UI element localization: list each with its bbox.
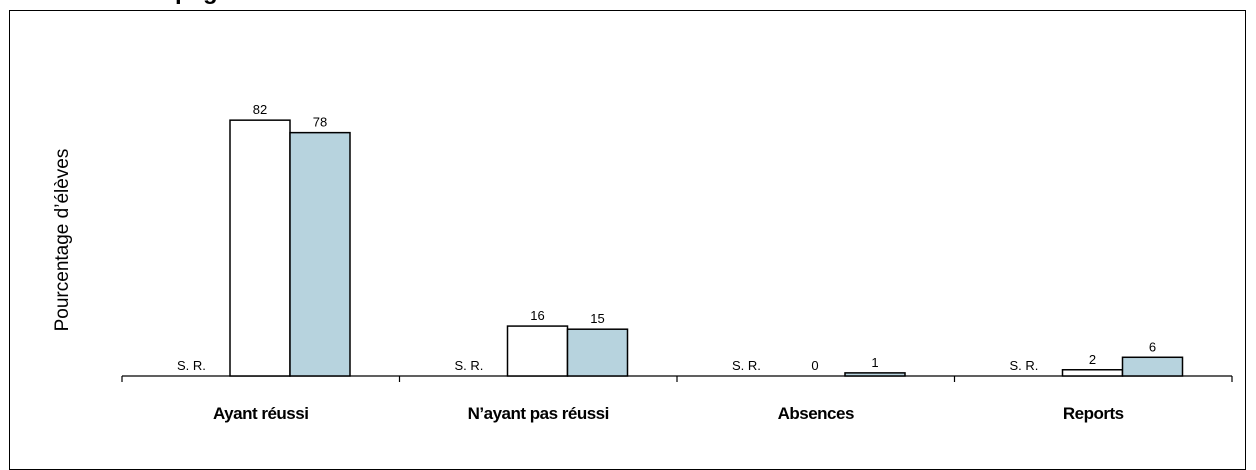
data-label: 15 <box>590 311 604 326</box>
data-label: 16 <box>530 308 544 323</box>
data-label: 1 <box>871 355 878 370</box>
category-label: Ayant réussi <box>213 404 308 423</box>
bar-s1-1 <box>506 325 569 377</box>
top-mask <box>0 0 1256 10</box>
y-axis-label: Pourcentage d’élèves <box>52 149 73 332</box>
category-label: N’ayant pas réussi <box>468 404 609 423</box>
data-label: 78 <box>313 115 327 130</box>
cropped-title: pag <box>175 0 218 6</box>
sr-label: S. R. <box>732 358 761 373</box>
bar-s1-3 <box>1061 369 1124 377</box>
bar-s1-0 <box>229 119 291 377</box>
bar-s2-1 <box>566 328 629 377</box>
data-label: 0 <box>811 358 818 373</box>
bar-s2-3 <box>1121 356 1184 377</box>
bar-s2-2 <box>844 372 906 377</box>
bar-chart: Pourcentage d’élèves S. R. 82 78 Ayant réus… <box>52 102 1233 423</box>
sr-label: S. R. <box>177 358 206 373</box>
sr-label: S. R. <box>1010 358 1039 373</box>
sr-label: S. R. <box>455 358 484 373</box>
data-label: 82 <box>253 102 267 117</box>
data-label: 2 <box>1089 352 1096 367</box>
category-label: Reports <box>1063 404 1124 423</box>
category-label: Absences <box>778 404 854 423</box>
bar-s2-0 <box>289 131 351 377</box>
data-label: 6 <box>1149 339 1156 354</box>
